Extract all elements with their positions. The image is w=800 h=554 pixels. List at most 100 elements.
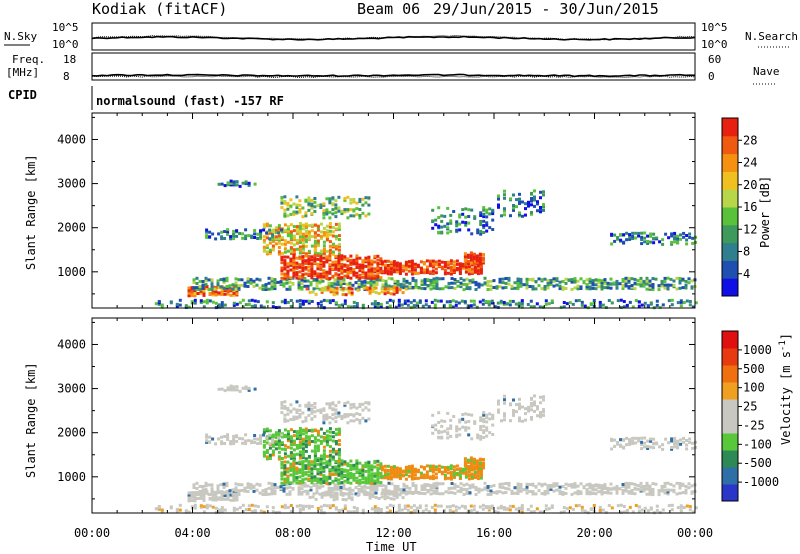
power-cell <box>247 303 251 306</box>
velocity-cell <box>332 495 336 499</box>
power-cell <box>435 286 439 290</box>
velocity-cell <box>360 485 364 489</box>
velocity-cell <box>440 430 444 434</box>
velocity-cell <box>222 485 226 489</box>
velocity-cell <box>178 508 182 512</box>
velocity-cell <box>352 405 356 409</box>
power-cell <box>464 223 468 227</box>
velocity-cell <box>398 475 402 479</box>
velocity-cell <box>261 489 265 493</box>
velocity-cell <box>274 447 278 451</box>
power-cell <box>481 259 485 263</box>
velocity-cell <box>503 398 506 402</box>
velocity-cell <box>235 434 239 438</box>
power-cell <box>433 298 437 302</box>
velocity-cell <box>328 459 332 463</box>
power-cell <box>374 291 378 294</box>
velocity-cell <box>277 442 281 445</box>
velocity-cell <box>455 467 459 471</box>
velocity-cell <box>510 489 514 493</box>
velocity-cell <box>220 440 224 444</box>
power-cell <box>368 286 372 290</box>
power-cell <box>565 302 569 306</box>
velocity-cell <box>310 440 314 443</box>
power-cell <box>283 250 287 254</box>
power-cell <box>651 285 655 289</box>
power-cell <box>628 300 632 304</box>
velocity-cell <box>452 473 456 477</box>
power-cell <box>670 241 674 244</box>
power-cell <box>328 216 332 220</box>
power-cell <box>630 285 634 289</box>
velocity-cell <box>208 497 212 500</box>
velocity-cell <box>512 411 515 415</box>
power-cell <box>289 212 293 216</box>
velocity-cell <box>469 456 473 460</box>
power-cell <box>295 273 299 277</box>
velocity-cell <box>616 442 620 446</box>
power-cell <box>404 262 408 266</box>
power-cell <box>483 281 487 285</box>
power-cell <box>247 234 251 238</box>
velocity-cell <box>337 481 341 485</box>
power-cell <box>283 276 287 280</box>
velocity-cell <box>298 460 302 464</box>
power-cell <box>481 253 485 257</box>
power-cell <box>625 238 629 242</box>
power-cell <box>381 279 385 283</box>
velocity-cell <box>304 504 308 508</box>
velocity-cell <box>220 387 224 391</box>
velocity-cell <box>326 491 330 495</box>
power-cell <box>328 229 332 233</box>
power-cell <box>393 282 397 286</box>
power-cell <box>249 281 253 285</box>
velocity-cell <box>468 484 472 488</box>
velocity-cell <box>334 470 338 474</box>
velocity-cell <box>307 477 311 481</box>
power-cell <box>395 267 399 271</box>
power-cell <box>352 268 356 271</box>
velocity-cell <box>306 489 310 493</box>
velocity-cell <box>344 498 348 502</box>
velocity-cell <box>474 488 478 492</box>
velocity-cell <box>434 472 438 476</box>
velocity-cell <box>208 504 212 508</box>
velocity-cell <box>511 504 515 508</box>
power-cell <box>475 258 479 262</box>
velocity-cell <box>286 419 290 423</box>
power-cell <box>376 266 380 270</box>
velocity-cell <box>280 457 284 460</box>
power-cell <box>325 224 329 228</box>
velocity-cell <box>412 504 416 508</box>
velocity-cell <box>661 447 665 451</box>
velocity-cell <box>259 509 263 513</box>
velocity-cell <box>508 508 512 512</box>
power-cell <box>419 270 423 274</box>
velocity-cell <box>436 504 440 508</box>
power-cell <box>205 235 209 239</box>
power-cell <box>283 263 287 266</box>
velocity-cell <box>301 474 305 478</box>
velocity-cell <box>497 399 500 403</box>
power-cell <box>325 270 329 274</box>
power-cell <box>526 303 530 306</box>
velocity-cell <box>546 485 550 489</box>
velocity-cell <box>202 494 206 498</box>
power-cell <box>238 301 242 305</box>
velocity-cell <box>319 509 323 512</box>
velocity-cell <box>663 485 667 488</box>
velocity-cell <box>543 482 547 486</box>
velocity-cell <box>519 486 523 490</box>
power-cell <box>386 287 390 291</box>
velocity-cell <box>519 482 523 486</box>
velocity-cell <box>678 482 682 485</box>
velocity-cell <box>412 509 416 513</box>
velocity-cell <box>325 442 329 446</box>
power-cell <box>383 289 387 293</box>
power-cell <box>470 267 474 271</box>
velocity-cell <box>392 465 396 469</box>
velocity-cell <box>485 434 489 438</box>
power-cell <box>473 260 477 264</box>
power-cell <box>335 288 339 292</box>
power-cell <box>516 284 520 288</box>
